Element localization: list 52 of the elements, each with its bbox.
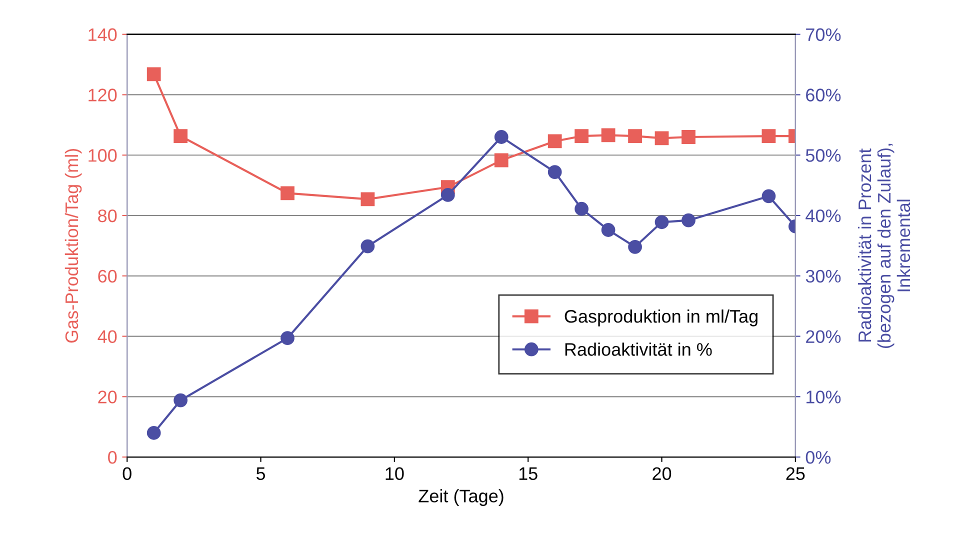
x-tick-label: 10 [386,467,404,480]
x-tick-label: 0 [122,467,132,480]
y2-tick-label: 10% [806,390,841,404]
point [628,129,642,144]
point [440,188,455,202]
point [601,223,616,237]
x-tick-label: 20 [652,467,672,480]
y-tick-label: 40 [98,330,117,343]
y-axis-title: Gas-Produktion/Tag (ml) [64,148,82,343]
y2-tick-label: 70% [806,28,841,42]
x-axis-title: Zeit (Tage) [418,489,504,506]
y2-tick-label: 40% [806,209,841,222]
point [174,393,188,408]
point [360,192,375,206]
point [682,130,696,144]
y2-tick-label: 0% [806,450,831,464]
point [654,215,669,230]
y2-tick-label: 30% [806,270,841,283]
point [494,130,508,144]
y2-axis-title: Radioaktivität in Prozent (bezogen auf den Zulauf), Inkremental [858,144,910,348]
point [548,134,562,148]
x-tick-label: 15 [519,467,538,480]
y2-tick-label: 60% [806,88,841,102]
y-tick-label: 0 [108,450,117,464]
legend-label: Gasproduktion in ml/Tag [564,310,758,326]
y-tick-label: 80 [98,209,117,222]
point [360,239,375,254]
point [574,129,589,144]
x-tick-label: 25 [786,467,805,480]
point [762,189,776,204]
point [174,129,188,144]
y-tick-label: 120 [88,88,117,102]
x-tick-label: 5 [256,467,266,480]
point [601,128,616,142]
y2-tick-label: 50% [806,149,841,162]
point [548,165,562,179]
y-tick-label: 100 [88,149,117,162]
point [280,331,294,346]
y-tick-label: 140 [88,28,117,42]
legend-label: Radioaktivität in % [565,342,712,356]
point [654,131,669,146]
point [146,426,161,440]
y-tick-label: 20 [98,390,117,404]
point [628,240,642,254]
point [494,153,508,168]
point [762,129,776,144]
y-tick-label: 60 [98,270,117,283]
point [280,186,294,200]
y2-tick-label: 20% [806,330,841,343]
point [146,67,161,82]
point [682,213,696,228]
point [574,202,589,216]
